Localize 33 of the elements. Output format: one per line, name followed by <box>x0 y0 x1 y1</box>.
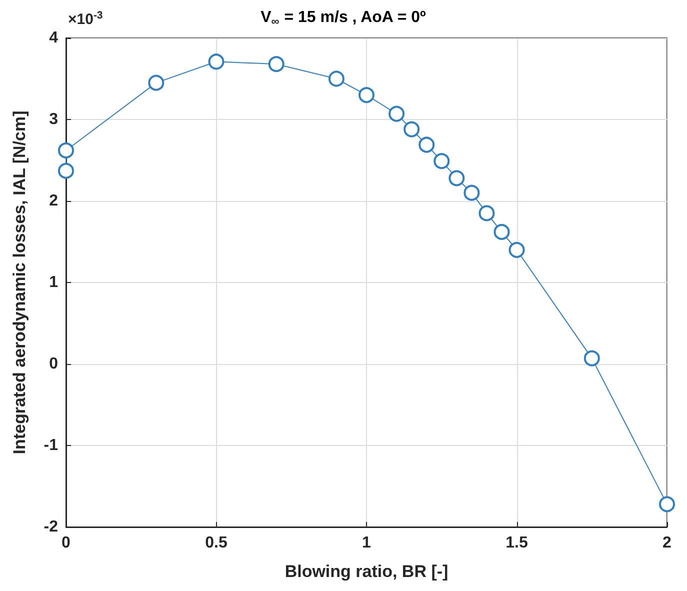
point <box>148 74 164 91</box>
x-tick-label: 0 <box>62 534 71 552</box>
point <box>404 121 420 138</box>
point <box>478 205 495 222</box>
point <box>388 106 405 122</box>
x-axis-title: Blowing ratio, BR [-] <box>284 562 448 581</box>
point <box>58 142 74 158</box>
point <box>494 224 510 240</box>
x-tick-label: 1.5 <box>506 534 528 552</box>
point <box>448 170 465 186</box>
point <box>584 350 600 366</box>
y-tick-label: 3 <box>49 111 58 128</box>
x-tick-label: 2 <box>662 534 672 552</box>
point <box>58 162 74 179</box>
y-tick-label: 4 <box>49 30 58 46</box>
point <box>268 56 284 72</box>
point <box>464 184 480 201</box>
point <box>434 153 450 170</box>
y-tick-label: -1 <box>44 437 58 454</box>
point <box>208 54 224 70</box>
y-tick-label: -2 <box>44 518 58 536</box>
y-tick-label: 2 <box>49 192 58 210</box>
point <box>358 87 374 104</box>
y-tick-label: 0 <box>49 356 58 372</box>
point <box>328 70 344 87</box>
x-tick-label: 0.5 <box>205 534 228 552</box>
x-tick-label: 1 <box>362 534 372 552</box>
y-axis-title: Integrated aerodynamic losses, IAL [N/cm] <box>10 110 29 454</box>
point <box>508 242 525 258</box>
chart-title: V∞ = 15 m/s , AoA = 0º <box>260 8 426 28</box>
y-tick-label: 1 <box>49 274 58 291</box>
point <box>659 496 675 512</box>
point <box>418 136 435 153</box>
